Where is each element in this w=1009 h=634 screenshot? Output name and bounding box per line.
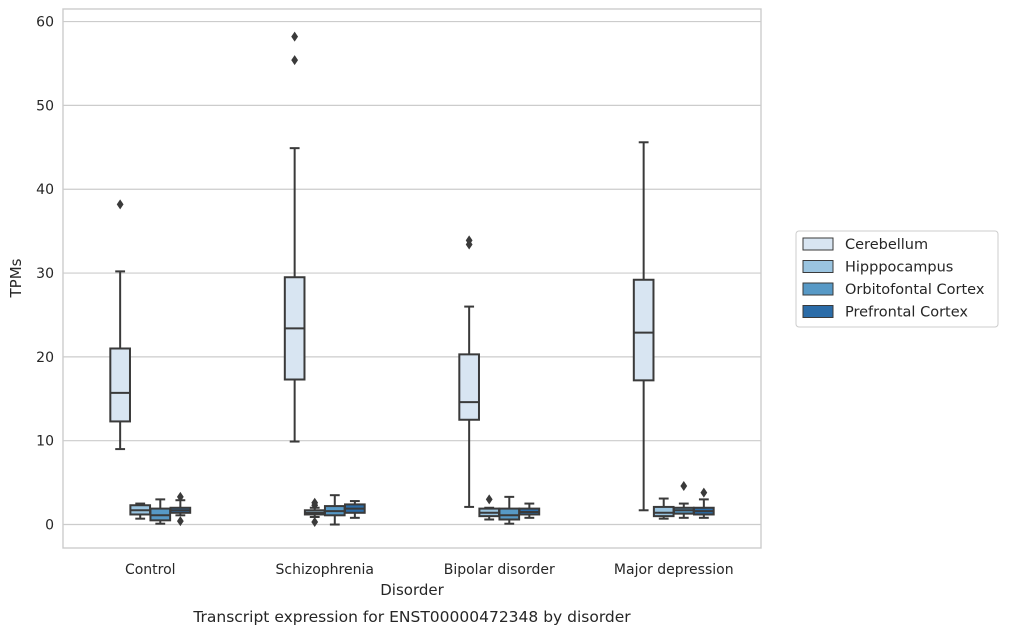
outlier-point — [116, 199, 124, 210]
y-tick-label: 40 — [36, 182, 54, 198]
outlier-point — [485, 494, 493, 505]
plot-area-frame — [62, 8, 762, 549]
y-tick-label: 60 — [36, 15, 54, 31]
box — [672, 480, 695, 519]
legend-label: Cerebellum — [845, 237, 928, 253]
x-tick-label: Major depression — [614, 562, 734, 578]
box — [129, 502, 152, 520]
box — [478, 494, 501, 521]
y-axis-label: TPMs — [7, 258, 25, 298]
box — [458, 235, 480, 508]
box — [652, 497, 675, 520]
box-iqr — [632, 278, 655, 382]
box-iqr — [458, 353, 480, 421]
outlier-point — [176, 491, 184, 502]
legend-frame — [795, 230, 999, 328]
legend-label: Orbitofontal Cortex — [845, 282, 985, 298]
legend-swatch — [802, 260, 834, 273]
boxes — [109, 31, 715, 528]
legend-swatch — [802, 237, 834, 251]
box-iqr — [652, 505, 675, 518]
y-tick-label: 30 — [36, 266, 54, 282]
legend-label: Hipppocampus — [845, 260, 953, 276]
y-grid — [63, 20, 761, 526]
outlier-point — [176, 516, 184, 527]
legend-label: Prefrontal Cortex — [845, 305, 968, 321]
outlier-point — [311, 497, 319, 508]
outlier-point — [311, 517, 319, 528]
box-iqr — [498, 507, 521, 521]
box — [109, 199, 131, 451]
x-tick-label: Control — [125, 562, 176, 578]
box-iqr — [109, 347, 131, 423]
box — [283, 31, 306, 443]
x-axis-label: Disorder — [380, 581, 444, 599]
box — [518, 502, 541, 519]
box — [323, 494, 346, 526]
y-tick-label: 0 — [45, 518, 54, 534]
x-tick-label: Schizophrenia — [276, 562, 374, 578]
chart-caption: Transcript expression for ENST0000047234… — [192, 608, 631, 626]
outlier-point — [680, 480, 688, 491]
y-tick-label: 10 — [36, 434, 54, 450]
outlier-point — [291, 55, 299, 66]
box — [169, 491, 192, 527]
y-tick-label: 20 — [36, 350, 54, 366]
outlier-point — [465, 235, 473, 246]
y-tick-labels: 0 10 20 30 40 50 60 — [36, 15, 54, 534]
legend-swatch — [802, 282, 834, 296]
box — [344, 500, 366, 519]
box — [149, 498, 172, 525]
x-tick-labels: Control Schizophrenia Bipolar disorder Majo… — [125, 562, 734, 578]
box — [632, 141, 655, 512]
box — [498, 495, 521, 525]
outlier-point — [700, 487, 708, 498]
outlier-point — [291, 31, 299, 42]
box — [693, 487, 715, 519]
legend: Cerebellum Hipppocampus Orbitofontal Corte… — [795, 230, 999, 328]
y-tick-label: 50 — [36, 98, 54, 114]
legend-swatch — [802, 305, 834, 318]
x-tick-label: Bipolar disorder — [444, 562, 555, 578]
box — [303, 497, 326, 528]
